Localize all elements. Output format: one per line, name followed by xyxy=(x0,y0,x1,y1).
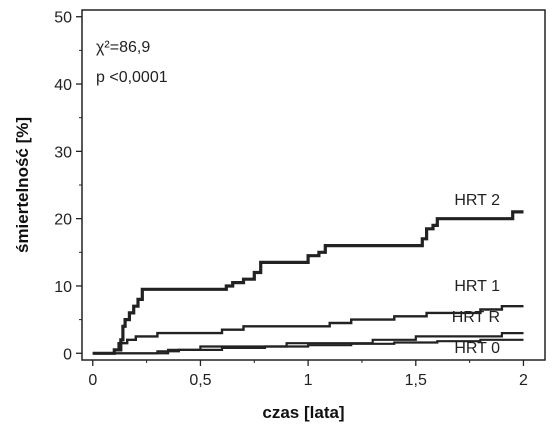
x-axis: 0 0,5 1 1,5 2 xyxy=(88,360,528,389)
series-labels: HRT 2 HRT 1 HRT Ř HRT 0 xyxy=(452,192,500,357)
x-tick-label: 0 xyxy=(88,372,97,389)
x-tick-label: 0,5 xyxy=(189,372,211,389)
y-tick-label: 30 xyxy=(54,144,72,161)
series-line-hrt-1 xyxy=(92,305,524,355)
x-tick-label: 2 xyxy=(519,372,528,389)
series-layer xyxy=(92,210,524,355)
x-axis-title: czas [lata] xyxy=(262,403,344,422)
y-tick-label: 10 xyxy=(54,279,72,296)
series-line-hrt-ř xyxy=(92,332,524,355)
x-tick-label: 1 xyxy=(304,372,313,389)
y-axis: 0 10 20 30 40 50 xyxy=(54,10,82,363)
x-tick-label: 1,5 xyxy=(405,372,427,389)
series-label: HRT 1 xyxy=(454,278,500,295)
y-tick-label: 40 xyxy=(54,77,72,94)
y-tick-label: 0 xyxy=(63,346,72,363)
p-value-annotation: p <0,0001 xyxy=(96,69,168,86)
y-tick-label: 50 xyxy=(54,10,72,27)
plot-frame xyxy=(81,9,546,361)
series-line-hrt-0 xyxy=(92,338,524,355)
y-axis-title: śmiertelność [%] xyxy=(13,117,32,253)
chi-square-annotation: χ²=86,9 xyxy=(96,39,150,56)
series-label: HRT 0 xyxy=(454,340,500,357)
y-tick-label: 20 xyxy=(54,212,72,229)
series-label: HRT 2 xyxy=(454,192,500,209)
series-line-hrt-2 xyxy=(92,210,524,355)
series-label: HRT Ř xyxy=(452,307,500,326)
